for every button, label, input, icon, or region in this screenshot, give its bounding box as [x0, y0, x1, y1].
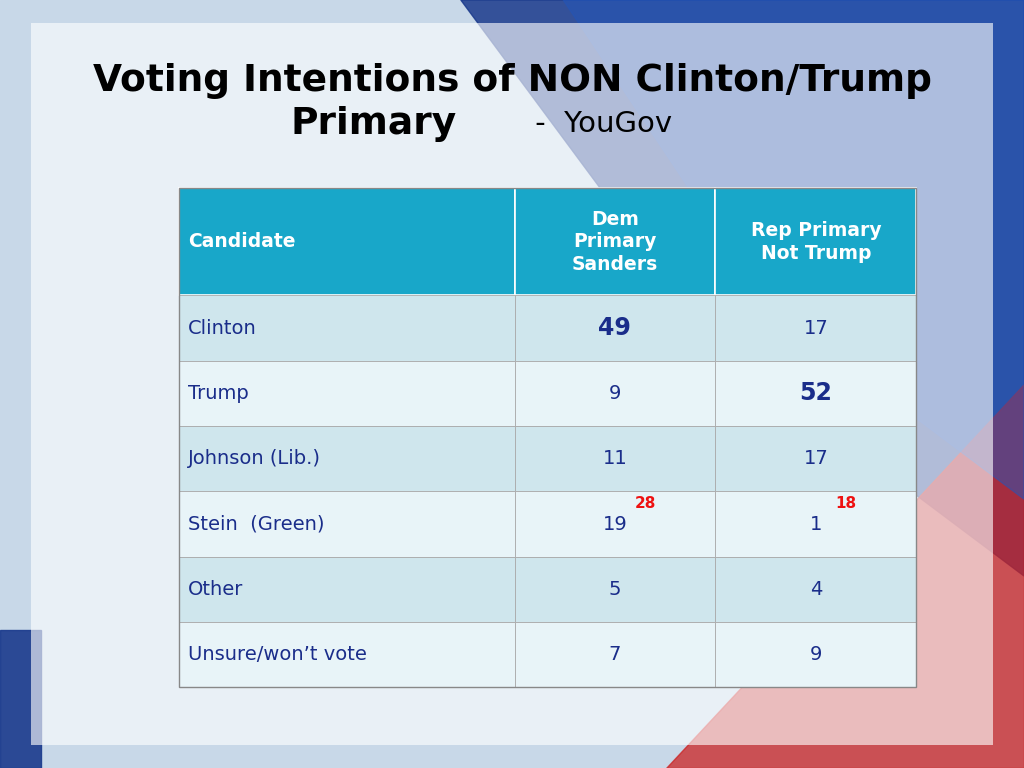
Text: 9: 9 [810, 645, 822, 664]
Text: 9: 9 [608, 384, 622, 403]
Bar [715, 361, 916, 426]
Text: 1: 1 [810, 515, 822, 534]
Bar [715, 296, 916, 361]
Bar [179, 188, 515, 296]
Bar [515, 361, 715, 426]
Text: Rep Primary
Not Trump: Rep Primary Not Trump [751, 221, 882, 263]
Text: Clinton: Clinton [188, 319, 257, 338]
Bar [515, 296, 715, 361]
Text: -  YouGov: - YouGov [526, 111, 672, 138]
Text: 17: 17 [804, 449, 828, 468]
Text: Trump: Trump [188, 384, 249, 403]
Text: Other: Other [188, 580, 244, 599]
Text: 5: 5 [608, 580, 622, 599]
Text: 49: 49 [598, 316, 632, 340]
Bar [179, 361, 515, 426]
Bar [715, 492, 916, 557]
Polygon shape [563, 0, 1024, 499]
Bar [515, 557, 715, 622]
Polygon shape [666, 384, 1024, 768]
Bar [179, 557, 515, 622]
Text: 17: 17 [804, 319, 828, 338]
Bar [515, 426, 715, 492]
Bar [715, 557, 916, 622]
Bar [515, 188, 715, 296]
Bar [715, 426, 916, 492]
Text: Dem
Primary
Sanders: Dem Primary Sanders [571, 210, 658, 274]
Text: 18: 18 [836, 495, 857, 511]
FancyBboxPatch shape [31, 23, 993, 745]
Bar [515, 492, 715, 557]
Bar [179, 622, 515, 687]
Bar [515, 622, 715, 687]
Text: 52: 52 [800, 382, 833, 406]
Text: 28: 28 [634, 495, 655, 511]
Text: Primary: Primary [291, 107, 457, 142]
Bar [715, 622, 916, 687]
Text: Unsure/won’t vote: Unsure/won’t vote [188, 645, 367, 664]
Bar [179, 296, 515, 361]
Polygon shape [461, 0, 1024, 576]
Text: 19: 19 [602, 515, 628, 534]
Bar [179, 426, 515, 492]
Bar [179, 188, 916, 687]
Bar [179, 492, 515, 557]
Text: Johnson (Lib.): Johnson (Lib.) [188, 449, 322, 468]
Text: Stein  (Green): Stein (Green) [188, 515, 325, 534]
Text: 7: 7 [608, 645, 622, 664]
Text: 4: 4 [810, 580, 822, 599]
Bar [0, 630, 41, 768]
Text: Voting Intentions of NON Clinton/Trump: Voting Intentions of NON Clinton/Trump [92, 63, 932, 98]
Text: Candidate: Candidate [188, 233, 296, 251]
Text: 11: 11 [602, 449, 628, 468]
Bar [715, 188, 916, 296]
